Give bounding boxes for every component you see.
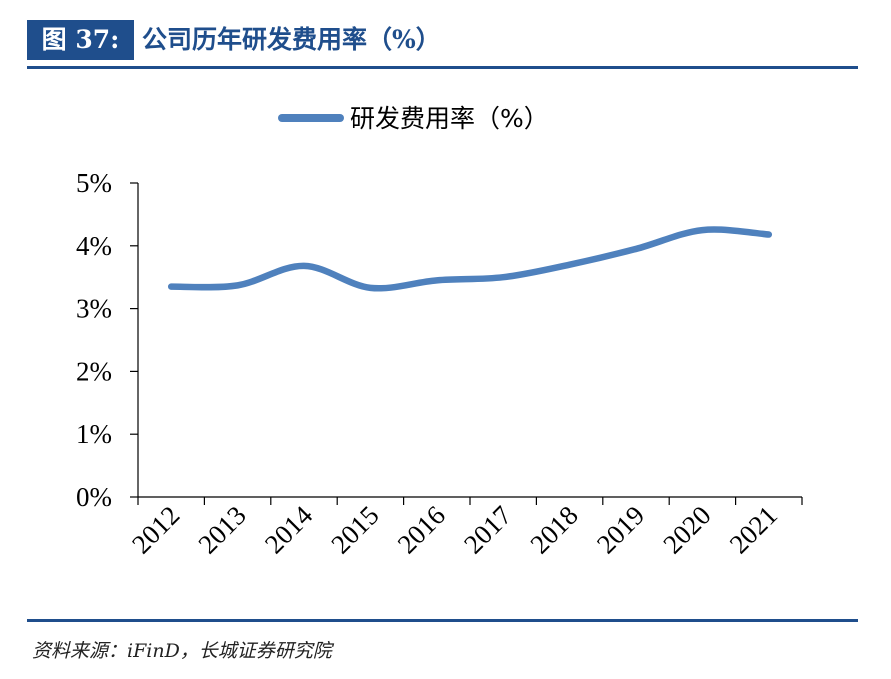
axes — [130, 182, 803, 505]
y-tick-label: 5% — [76, 168, 112, 198]
x-tick-labels: 2012 2013 2014 2015 2016 2017 2018 2019 2020 2021 — [126, 500, 783, 560]
y-tick-label: 4% — [76, 231, 112, 261]
series-layer — [167, 226, 773, 292]
figure-header: 图 37: 公司历年研发费用率（%） — [27, 20, 858, 66]
x-tick-label: 2020 — [657, 500, 716, 559]
figure-label: 图 37: — [27, 20, 134, 60]
x-tick-label: 2016 — [392, 500, 451, 559]
figure-title: 公司历年研发费用率（%） — [142, 25, 441, 54]
x-tick-label: 2014 — [259, 500, 319, 560]
legend-label: 研发费用率（%） — [350, 104, 549, 133]
x-tick-label: 2015 — [325, 500, 384, 559]
header-rule — [27, 66, 858, 69]
x-tick-label: 2013 — [192, 500, 251, 559]
x-tick-label: 2018 — [524, 500, 583, 559]
y-tick-label: 1% — [76, 419, 112, 449]
x-tick-label: 2012 — [126, 500, 185, 559]
source-note: 资料来源：iFinD，长城证券研究院 — [32, 640, 332, 662]
x-tick-label: 2021 — [724, 500, 783, 559]
footer-rule — [27, 619, 858, 622]
y-tick-labels: 0% 1% 2% 3% 4% 5% — [76, 168, 112, 512]
x-tick-label: 2017 — [458, 500, 517, 559]
series-line — [167, 226, 773, 292]
y-tick-label: 3% — [76, 294, 112, 324]
y-tick-label: 0% — [76, 482, 112, 512]
y-tick-label: 2% — [76, 356, 112, 386]
x-tick-label: 2019 — [591, 500, 650, 559]
legend: 研发费用率（%） — [278, 104, 549, 133]
